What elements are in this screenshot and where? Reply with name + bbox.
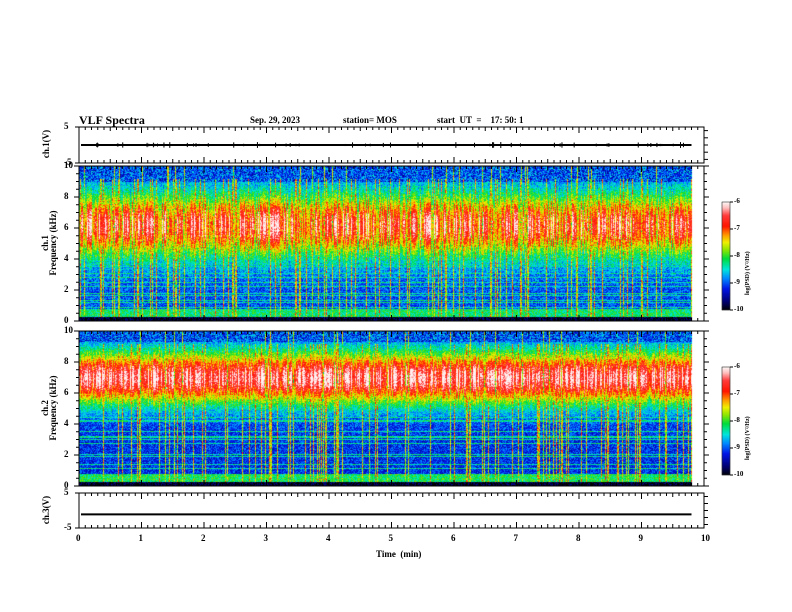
colorbar-frame [721,201,731,311]
x-tick-label: 3 [263,533,269,543]
colorbar-label: log(PSD) (V²/Hz) [745,416,751,460]
colorbar-tick-label: -9 [734,278,740,286]
x-tick-label: 1 [138,533,144,543]
x-tick-label: 5 [388,533,394,543]
date-label: Sep. 29, 2023 [250,115,301,125]
colorbar-tick-label: -7 [734,389,740,397]
colorbar-tick-label: -8 [734,251,740,259]
x-axis-label: Time (min) [376,549,422,559]
x-tick-label: 0 [76,533,81,543]
y-tick-label: 2 [64,449,69,459]
y-tick-label: 5 [64,487,69,497]
colorbar-tick-label: -6 [734,197,740,205]
colorbar-tick-label: -7 [734,224,740,232]
y-axis-label-frequency: Frequency (kHz) [48,209,58,276]
colorbar-tick-label: -10 [734,305,744,313]
colorbar-tick-label: -8 [734,416,740,424]
y-tick-label: -5 [64,157,72,167]
panel-frame-1 [78,165,705,322]
y-tick-label: 0 [64,315,69,325]
y-axis-label-frequency: Frequency (kHz) [48,374,58,441]
panel-frame-2 [78,330,705,487]
x-tick-label: 4 [326,533,331,543]
y-tick-label: 8 [64,356,69,366]
y-tick-label: 4 [64,253,69,263]
x-tick-label: 2 [201,533,206,543]
y-axis-label-ch3: ch.3(V) [41,495,51,524]
colorbar-tick-label: -10 [734,470,744,478]
x-tick-label: 9 [638,533,644,543]
x-tick-label: 6 [451,533,456,543]
y-tick-label: 8 [64,191,69,201]
y-axis-label-ch1: ch.1(V) [41,129,51,159]
y-tick-label: 6 [64,387,69,397]
y-tick-label: 10 [64,325,73,335]
start-time-label: start UT = 17: 50: 1 [437,115,524,125]
y-tick-label: 2 [64,284,69,294]
x-tick-label: 10 [701,533,710,543]
y-tick-label: -5 [64,522,72,532]
y-tick-label: 10 [64,160,73,170]
x-tick-label: 7 [513,533,519,543]
station-label: station= MOS [343,115,397,125]
y-tick-label: 5 [64,121,69,131]
y-tick-label: 6 [64,222,69,232]
colorbar-frame [721,366,731,476]
colorbar-tick-label: -6 [734,362,740,370]
plot-title: VLF Spectra [79,113,145,127]
y-tick-label: 0 [64,480,69,490]
colorbar-label: log(PSD) (V²/Hz) [745,251,751,295]
colorbar-tick-label: -9 [734,443,740,451]
x-tick-label: 8 [576,533,581,543]
y-tick-label: 4 [64,418,69,428]
